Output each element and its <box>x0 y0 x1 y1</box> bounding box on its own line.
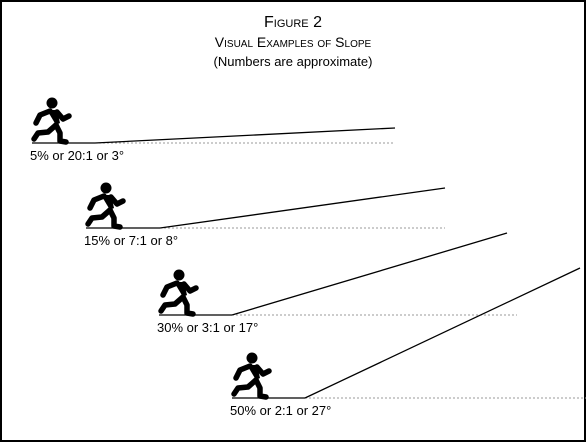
slope-line <box>159 187 446 229</box>
subtitle: Visual Examples of Slope <box>215 34 372 50</box>
slope-line <box>304 267 581 399</box>
slope-line <box>231 232 508 316</box>
slope-label: 50% or 2:1 or 27° <box>230 403 331 418</box>
note: (Numbers are approximate) <box>214 54 373 69</box>
examples: 5% or 20:1 or 3° 15% or 7:1 or 8° 30% or 3… <box>30 98 586 418</box>
slope-label: 5% or 20:1 or 3° <box>30 148 124 163</box>
slope-label: 15% or 7:1 or 8° <box>84 233 178 248</box>
slope-line <box>94 127 396 144</box>
slope-label: 30% or 3:1 or 17° <box>157 320 258 335</box>
title: Figure 2 <box>264 14 322 31</box>
